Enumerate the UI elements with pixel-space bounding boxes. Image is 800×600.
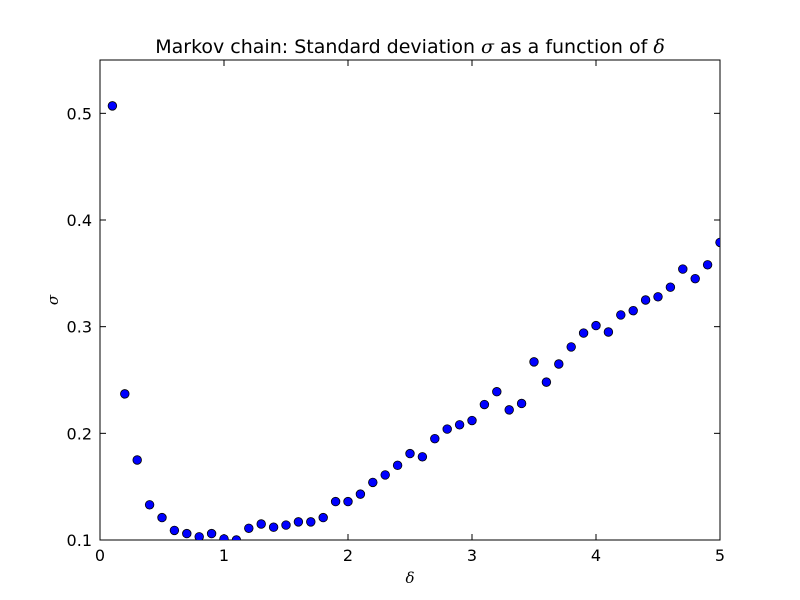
data-point xyxy=(169,525,180,536)
data-point xyxy=(144,500,155,510)
data-point xyxy=(516,398,527,409)
data-point xyxy=(392,460,403,471)
data-point xyxy=(330,496,341,507)
data-point xyxy=(628,305,638,316)
chart-title-sigma: σ xyxy=(481,36,495,58)
data-point xyxy=(554,359,564,369)
x-tick-label: 0 xyxy=(95,546,105,565)
plot-area xyxy=(99,59,721,541)
data-point xyxy=(157,512,167,523)
data-point xyxy=(107,101,118,111)
data-point xyxy=(454,420,465,430)
x-tick-label: 2 xyxy=(343,546,353,565)
data-point xyxy=(442,424,452,434)
data-point xyxy=(405,448,415,459)
data-point xyxy=(678,264,688,274)
data-point xyxy=(603,327,614,337)
y-axis-label: σ xyxy=(44,294,62,305)
data-point xyxy=(578,328,589,338)
data-point xyxy=(702,260,713,270)
data-points xyxy=(107,101,720,540)
data-point xyxy=(132,455,142,465)
data-point xyxy=(343,496,353,507)
chart-title-prefix: Markov chain: Standard deviation xyxy=(155,36,481,58)
data-point xyxy=(541,377,552,387)
data-point xyxy=(194,532,204,540)
data-point xyxy=(504,405,514,415)
chart-title-middle: as a function of xyxy=(494,36,653,58)
data-point xyxy=(268,522,279,532)
data-point xyxy=(219,534,229,540)
data-point xyxy=(715,237,720,248)
data-point xyxy=(591,320,601,331)
data-point xyxy=(120,389,130,399)
data-point xyxy=(318,512,328,523)
y-tick-label: 0.4 xyxy=(67,211,92,230)
axis-ticks: 0 1 2 3 4 5 0.1 0.2 0.3 0.4 0.5 xyxy=(67,60,725,565)
y-tick-label: 0.5 xyxy=(67,104,92,123)
chart-title: Markov chain: Standard deviation σ as a … xyxy=(155,36,665,58)
data-point xyxy=(467,415,477,426)
data-point xyxy=(665,282,676,292)
y-tick-label: 0.2 xyxy=(67,424,92,443)
x-tick-label: 4 xyxy=(591,546,601,565)
y-tick-label: 0.1 xyxy=(67,531,92,550)
chart-title-delta: δ xyxy=(653,36,664,58)
data-point xyxy=(479,399,490,410)
data-point xyxy=(293,517,304,527)
data-point xyxy=(653,292,663,302)
x-axis-label: δ xyxy=(405,569,414,587)
data-point xyxy=(306,517,316,527)
data-point xyxy=(368,477,378,488)
plot-frame xyxy=(99,59,721,541)
y-tick-label: 0.3 xyxy=(67,318,92,337)
data-point xyxy=(690,273,700,284)
data-point xyxy=(182,528,192,539)
x-tick-label: 5 xyxy=(715,546,725,565)
x-tick-label: 1 xyxy=(219,546,229,565)
x-tick-label: 3 xyxy=(467,546,477,565)
data-point xyxy=(256,519,266,529)
data-point xyxy=(380,470,390,480)
data-point xyxy=(281,520,291,530)
data-point xyxy=(640,295,651,305)
data-point xyxy=(430,433,440,444)
data-point xyxy=(355,489,366,499)
data-point xyxy=(616,310,626,320)
data-point xyxy=(566,342,576,352)
data-point xyxy=(231,535,242,540)
data-point xyxy=(529,357,539,367)
data-point xyxy=(244,523,254,533)
data-point xyxy=(492,387,502,397)
data-point xyxy=(206,528,217,539)
data-point xyxy=(417,452,428,462)
